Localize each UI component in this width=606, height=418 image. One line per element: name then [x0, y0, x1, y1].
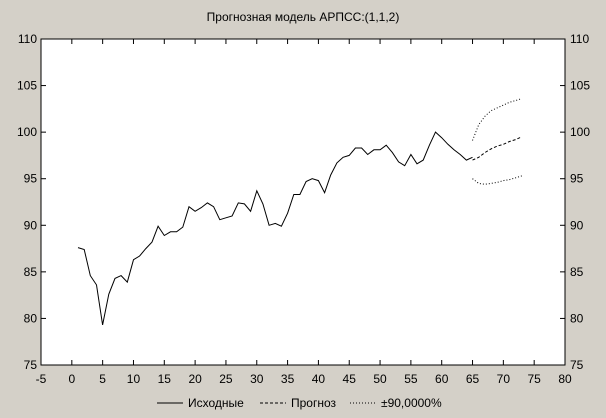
legend-item-observed: Исходные: [157, 396, 244, 410]
series-band-line-lower: [472, 175, 522, 185]
y-tick-label-left: 100: [17, 125, 37, 139]
x-tick-label: 20: [188, 372, 202, 386]
legend-label: Исходные: [188, 396, 244, 410]
series-band-line-upper: [472, 98, 522, 141]
legend-label: ±90,0000%: [381, 396, 442, 410]
x-tick-label: 40: [312, 372, 326, 386]
y-tick-label-right: 80: [570, 311, 584, 325]
y-tick-label-right: 100: [570, 125, 590, 139]
legend-label: Прогноз: [291, 396, 337, 410]
x-tick-label: 35: [281, 372, 295, 386]
y-tick-label-left: 95: [24, 172, 38, 186]
x-tick-label: 75: [527, 372, 541, 386]
y-tick-label-left: 75: [24, 358, 38, 372]
x-tick-label: 30: [250, 372, 264, 386]
x-tick-label: 15: [158, 372, 172, 386]
x-tick-label: 10: [127, 372, 141, 386]
y-tick-label-right: 90: [570, 218, 584, 232]
plot-frame: [40, 38, 566, 366]
y-tick-label-left: 105: [17, 79, 37, 93]
y-tick-label-left: 90: [24, 218, 38, 232]
x-tick-label: 25: [219, 372, 233, 386]
series-line-forecast: [472, 136, 523, 161]
x-tick-label: 50: [373, 372, 387, 386]
y-tick-label-left: 85: [24, 265, 38, 279]
x-tick-label: 80: [558, 372, 572, 386]
y-tick-label-left: 110: [18, 32, 37, 46]
series-layer: [77, 98, 523, 325]
y-tick-label-right: 110: [570, 32, 589, 46]
x-tick-label: 0: [68, 372, 75, 386]
y-tick-label-right: 95: [570, 172, 584, 186]
x-tick-label: 65: [466, 372, 480, 386]
y-tick-label-right: 75: [570, 358, 584, 372]
series-line-observed: [77, 131, 473, 325]
legend-item-band: ±90,0000%: [350, 396, 442, 410]
legend-item-forecast: Прогноз: [260, 396, 337, 410]
x-tick-label: 70: [497, 372, 511, 386]
x-tick-label: 5: [99, 372, 106, 386]
chart-title: Прогнозная модель АРПСС:(1,1,2): [207, 10, 400, 24]
y-tick-label-right: 105: [570, 79, 590, 93]
x-tick-label: 45: [343, 372, 357, 386]
x-tick-label: 55: [404, 372, 418, 386]
legend: Исходные Прогноз ±90,0000%: [157, 396, 442, 410]
y-tick-label-left: 80: [24, 311, 38, 325]
y-tick-label-right: 85: [570, 265, 584, 279]
x-tick-label: -5: [36, 372, 47, 386]
x-tick-label: 60: [435, 372, 449, 386]
